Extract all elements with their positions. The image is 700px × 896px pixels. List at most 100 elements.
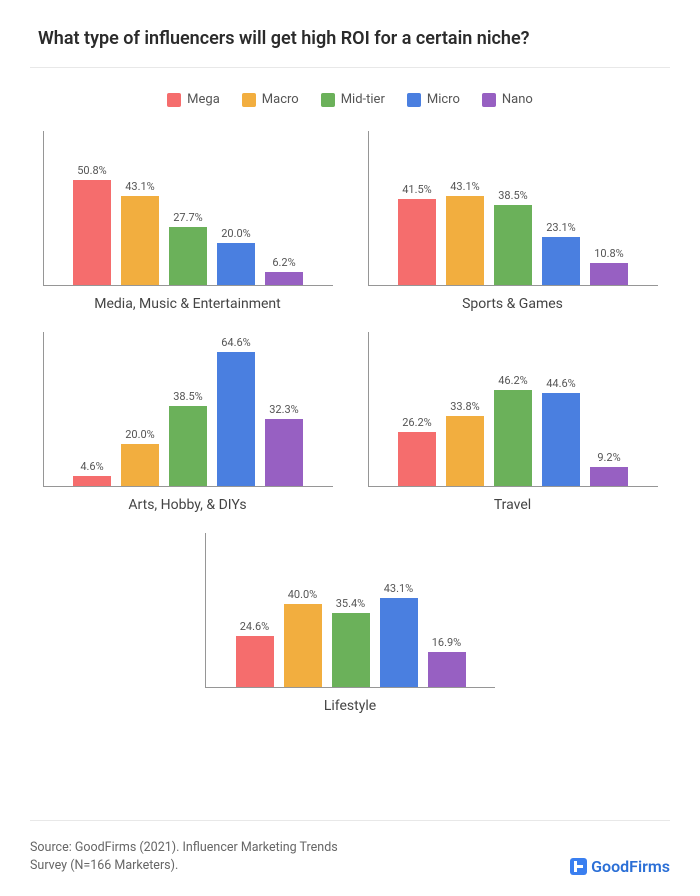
bar-value-label: 38.5% xyxy=(498,189,528,202)
legend-label: Macro xyxy=(262,92,299,107)
bar xyxy=(380,598,418,688)
legend-swatch xyxy=(482,93,496,107)
legend-swatch xyxy=(407,93,421,107)
chart-title: What type of influencers will get high R… xyxy=(30,28,670,68)
chart-area: 41.5% 43.1% 38.5% 23.1% 10.8% xyxy=(368,131,658,286)
bar-value-label: 44.6% xyxy=(546,377,576,390)
bar xyxy=(284,604,322,687)
bar-value-label: 50.8% xyxy=(77,164,107,177)
bar xyxy=(73,180,111,286)
brand-name: GoodFirms xyxy=(591,857,670,876)
bar-group: 24.6% xyxy=(236,620,274,687)
panel-caption: Sports & Games xyxy=(368,286,658,312)
bar-value-label: 43.1% xyxy=(384,582,414,595)
panel-caption: Media, Music & Entertainment xyxy=(43,286,333,312)
bar-value-label: 27.7% xyxy=(173,211,203,224)
bar xyxy=(494,390,532,486)
legend-label: Micro xyxy=(427,92,460,107)
bar-group: 38.5% xyxy=(494,189,532,285)
bar-value-label: 46.2% xyxy=(498,374,528,387)
bar-group: 6.2% xyxy=(265,256,303,285)
legend-swatch xyxy=(167,93,181,107)
bar xyxy=(73,476,111,486)
bar-value-label: 6.2% xyxy=(272,256,295,269)
bar-group: 35.4% xyxy=(332,597,370,687)
bar-value-label: 10.8% xyxy=(594,247,624,260)
bar-value-label: 40.0% xyxy=(288,588,318,601)
brand-icon xyxy=(570,858,587,875)
legend-item: Mid-tier xyxy=(321,92,385,107)
bar-group: 43.1% xyxy=(380,582,418,688)
bar xyxy=(494,205,532,285)
bar xyxy=(332,613,370,687)
bar xyxy=(169,406,207,486)
bar xyxy=(121,196,159,286)
bar-group: 50.8% xyxy=(73,164,111,286)
bar xyxy=(446,416,484,486)
chart-panel: 50.8% 43.1% 27.7% 20.0% 6.2% Media, Music & E… xyxy=(43,131,333,312)
bar-value-label: 20.0% xyxy=(125,428,155,441)
bar xyxy=(265,419,303,486)
bar-value-label: 20.0% xyxy=(221,227,251,240)
bar-value-label: 26.2% xyxy=(402,416,432,429)
bar-value-label: 24.6% xyxy=(240,620,270,633)
bar-group: 20.0% xyxy=(217,227,255,285)
bar xyxy=(590,263,628,285)
bar-group: 43.1% xyxy=(446,180,484,286)
source-text: Source: GoodFirms (2021). Influencer Mar… xyxy=(30,839,350,877)
bar-group: 32.3% xyxy=(265,403,303,486)
legend-item: Nano xyxy=(482,92,533,107)
chart-panel: 26.2%33.8%46.2%44.6%9.2%Travel xyxy=(368,332,658,513)
bar-group: 33.8% xyxy=(446,400,484,486)
bar xyxy=(542,393,580,486)
legend-swatch xyxy=(321,93,335,107)
legend: Mega Macro Mid-tier Micro Nano xyxy=(30,68,670,121)
bar-group: 4.6% xyxy=(73,460,111,486)
bar-group: 9.2% xyxy=(590,451,628,486)
bar-group: 16.9% xyxy=(428,636,466,687)
bar-value-label: 32.3% xyxy=(269,403,299,416)
bar-value-label: 43.1% xyxy=(125,180,155,193)
chart-panel: 24.6% 40.0% 35.4% 43.1% 16.9% Lifestyle xyxy=(205,533,495,714)
bar-group: 27.7% xyxy=(169,211,207,285)
bar-group: 40.0% xyxy=(284,588,322,687)
bar-value-label: 9.2% xyxy=(597,451,620,464)
bar-group: 23.1% xyxy=(542,221,580,285)
bar-value-label: 4.6% xyxy=(80,460,103,473)
legend-item: Mega xyxy=(167,92,220,107)
chart-area: 26.2% 33.8% 46.2% 44.6% 9.2% xyxy=(368,332,658,487)
panel-caption: Lifestyle xyxy=(205,688,495,714)
bar-group: 20.0% xyxy=(121,428,159,486)
legend-swatch xyxy=(242,93,256,107)
bar xyxy=(542,237,580,285)
chart-area: 4.6% 20.0% 38.5% 64.6% 32.3% xyxy=(43,332,333,487)
bar-group: 64.6% xyxy=(217,336,255,486)
chart-panel: 4.6% 20.0% 38.5% 64.6% 32.3% Arts, Hobby, & D… xyxy=(43,332,333,513)
legend-label: Mega xyxy=(187,92,220,107)
bar-value-label: 16.9% xyxy=(432,636,462,649)
chart-panel: 41.5% 43.1% 38.5% 23.1% 10.8% Sports & Games xyxy=(368,131,658,312)
panels-grid: 50.8% 43.1% 27.7% 20.0% 6.2% Media, Music & E… xyxy=(30,121,670,724)
bar-value-label: 33.8% xyxy=(450,400,480,413)
bar-group: 41.5% xyxy=(398,183,436,285)
bar xyxy=(398,432,436,486)
chart-area: 24.6% 40.0% 35.4% 43.1% 16.9% xyxy=(205,533,495,688)
bar xyxy=(446,196,484,286)
bar xyxy=(169,227,207,285)
bar-value-label: 35.4% xyxy=(336,597,366,610)
center-row: 24.6% 40.0% 35.4% 43.1% 16.9% Lifestyle xyxy=(30,533,670,714)
bar xyxy=(236,636,274,687)
bar-value-label: 64.6% xyxy=(221,336,251,349)
bar-value-label: 43.1% xyxy=(450,180,480,193)
legend-label: Nano xyxy=(502,92,533,107)
bar xyxy=(217,243,255,285)
bar-group: 44.6% xyxy=(542,377,580,486)
chart-container: What type of influencers will get high R… xyxy=(0,0,700,896)
bar-value-label: 41.5% xyxy=(402,183,432,196)
bar-group: 10.8% xyxy=(590,247,628,285)
footer: Source: GoodFirms (2021). Influencer Mar… xyxy=(30,820,670,877)
legend-label: Mid-tier xyxy=(341,92,385,107)
bar-group: 38.5% xyxy=(169,390,207,486)
panel-caption: Arts, Hobby, & DIYs xyxy=(43,487,333,513)
chart-area: 50.8% 43.1% 27.7% 20.0% 6.2% xyxy=(43,131,333,286)
